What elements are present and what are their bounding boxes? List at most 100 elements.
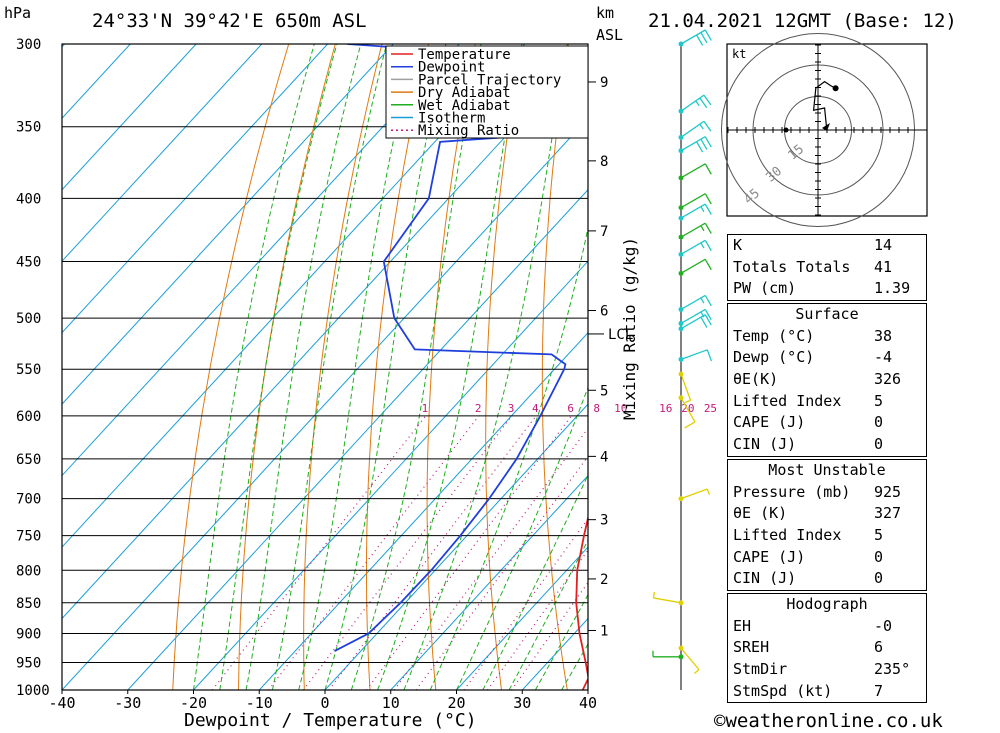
wind-barb-flag xyxy=(700,138,708,150)
wind-barb-flag xyxy=(704,222,712,234)
x-tick-label: -10 xyxy=(246,694,273,712)
wind-barb-flag xyxy=(703,120,712,132)
legend-entry-label: Mixing Ratio xyxy=(418,123,519,139)
isotherm-line xyxy=(62,44,460,477)
legend-entry-label: Dewpoint xyxy=(418,60,485,76)
mixing-ratio-label: 8 xyxy=(593,402,600,415)
pressure-tick-label: 900 xyxy=(16,626,41,642)
wind-barb-dot xyxy=(678,320,684,326)
storm-motion-arrow xyxy=(822,123,830,131)
height-tick-label: 4 xyxy=(600,449,608,465)
dry-adiabat-line xyxy=(172,44,290,690)
mixing-ratio-line xyxy=(463,517,588,690)
height-tick-label: 3 xyxy=(600,513,608,529)
mixing-ratio-label: 10 xyxy=(614,402,627,415)
isotherm-line xyxy=(456,546,588,690)
pressure-tick-label: 950 xyxy=(16,655,41,671)
height-tick-label: 6 xyxy=(600,304,608,320)
wind-barb-flag xyxy=(696,141,704,153)
wet-adiabat-line xyxy=(403,44,568,690)
wind-barb xyxy=(653,597,682,604)
pressure-unit-label: hPa xyxy=(4,4,32,22)
mixing-ratio-axis-label: Mixing Ratio (g/kg) xyxy=(620,236,639,420)
mixing-ratio-label: 4 xyxy=(532,402,539,415)
wet-adiabat-line xyxy=(508,538,588,690)
pressure-tick-label: 700 xyxy=(16,492,41,508)
surface-row: CAPE (J) 0 xyxy=(733,413,884,432)
hodograph-table: Hodograph EH -0 SREH 6 StmDir 235° StmSpd (… xyxy=(727,593,927,704)
most-unstable-table: Most Unstable Pressure (mb) 925 θE (K) 327… xyxy=(727,459,927,592)
wind-barb-dot xyxy=(678,654,684,660)
hodograph-title: Hodograph xyxy=(786,595,868,613)
wind-barb xyxy=(680,294,706,310)
dry-adiabat-line xyxy=(941,44,1000,690)
legend-entry-label: Parcel Trajectory xyxy=(418,72,561,88)
wind-barb-flag xyxy=(700,32,708,44)
isotherm-line xyxy=(62,44,394,405)
legend-entry-label: Isotherm xyxy=(418,111,485,127)
pressure-tick-label: 800 xyxy=(16,563,41,579)
wind-barb-flag xyxy=(704,295,712,307)
wind-barb-flag xyxy=(704,193,712,205)
mu-row: CAPE (J) 0 xyxy=(733,547,884,566)
wind-barb-dot xyxy=(678,326,684,332)
wind-barb-dot xyxy=(678,41,684,47)
mixing-ratio-label: 3 xyxy=(508,402,515,415)
index-row-tt: Totals Totals 41 xyxy=(733,257,893,276)
legend-entry-label: Wet Adiabat xyxy=(418,98,511,114)
wet-adiabat-line xyxy=(193,44,315,690)
mixing-ratio-line xyxy=(487,549,588,690)
plot-frame xyxy=(61,43,589,691)
x-tick-label: -30 xyxy=(114,694,141,712)
isotherm-line xyxy=(62,44,328,334)
wind-barb-flag xyxy=(693,669,700,674)
legend-entry-label: Temperature xyxy=(418,47,511,63)
isotherm-line xyxy=(258,331,588,690)
wind-barb-dot xyxy=(678,600,684,606)
wind-barb-dot xyxy=(678,215,684,221)
wind-barb-flag xyxy=(704,309,712,321)
wind-barb xyxy=(680,373,692,401)
wind-barb-flag xyxy=(700,242,705,249)
pressure-tick-label: 1000 xyxy=(16,683,50,699)
wind-barb xyxy=(680,258,706,274)
wind-barb-dot xyxy=(678,108,684,114)
wind-barb-dot xyxy=(678,270,684,276)
pressure-tick-label: 750 xyxy=(16,529,41,545)
mixing-ratio-label: 16 xyxy=(659,402,672,415)
x-tick-label: 20 xyxy=(447,694,465,712)
wind-barb-flag xyxy=(704,259,712,271)
isotherm-line xyxy=(193,260,588,690)
height-tick-label: 8 xyxy=(600,154,608,170)
wind-barb-flag xyxy=(700,297,705,304)
wind-barb xyxy=(680,29,706,45)
height-tick-label: 5 xyxy=(600,383,608,399)
index-row-k: K 14 xyxy=(733,236,893,254)
copyright[interactable]: ©weatheronline.co.uk xyxy=(714,710,943,732)
wet-adiabat-line xyxy=(534,593,588,690)
wind-barb-flag xyxy=(700,225,705,232)
wind-barb-flag xyxy=(695,100,700,107)
height-tick-label: 2 xyxy=(600,572,608,588)
x-tick-label: -40 xyxy=(48,694,75,712)
mu-row: θE (K) 327 xyxy=(733,504,902,523)
pressure-tick-label: 650 xyxy=(16,452,41,468)
surface-row: Dewp (°C) -4 xyxy=(733,348,893,367)
wind-barb-flag xyxy=(696,34,704,46)
isotherm-line xyxy=(62,44,526,548)
isotherm-line xyxy=(62,44,263,262)
index-row-pw: PW (cm) 1.39 xyxy=(733,279,911,298)
lcl-label: LCL xyxy=(608,327,633,343)
wind-barb xyxy=(680,349,708,360)
wind-barb-dot xyxy=(678,251,684,257)
wet-adiabat-line xyxy=(245,44,362,690)
mixing-ratio-label: 6 xyxy=(567,402,574,415)
x-tick-label: 40 xyxy=(579,694,597,712)
wind-barb-flag xyxy=(704,240,712,252)
wind-barb xyxy=(680,647,700,671)
isotherm-line xyxy=(127,189,588,690)
isotherm-line xyxy=(62,117,588,690)
wind-barb-flag xyxy=(704,136,712,148)
wet-adiabat-line xyxy=(298,44,416,690)
most-unstable-title: Most Unstable xyxy=(768,461,886,479)
